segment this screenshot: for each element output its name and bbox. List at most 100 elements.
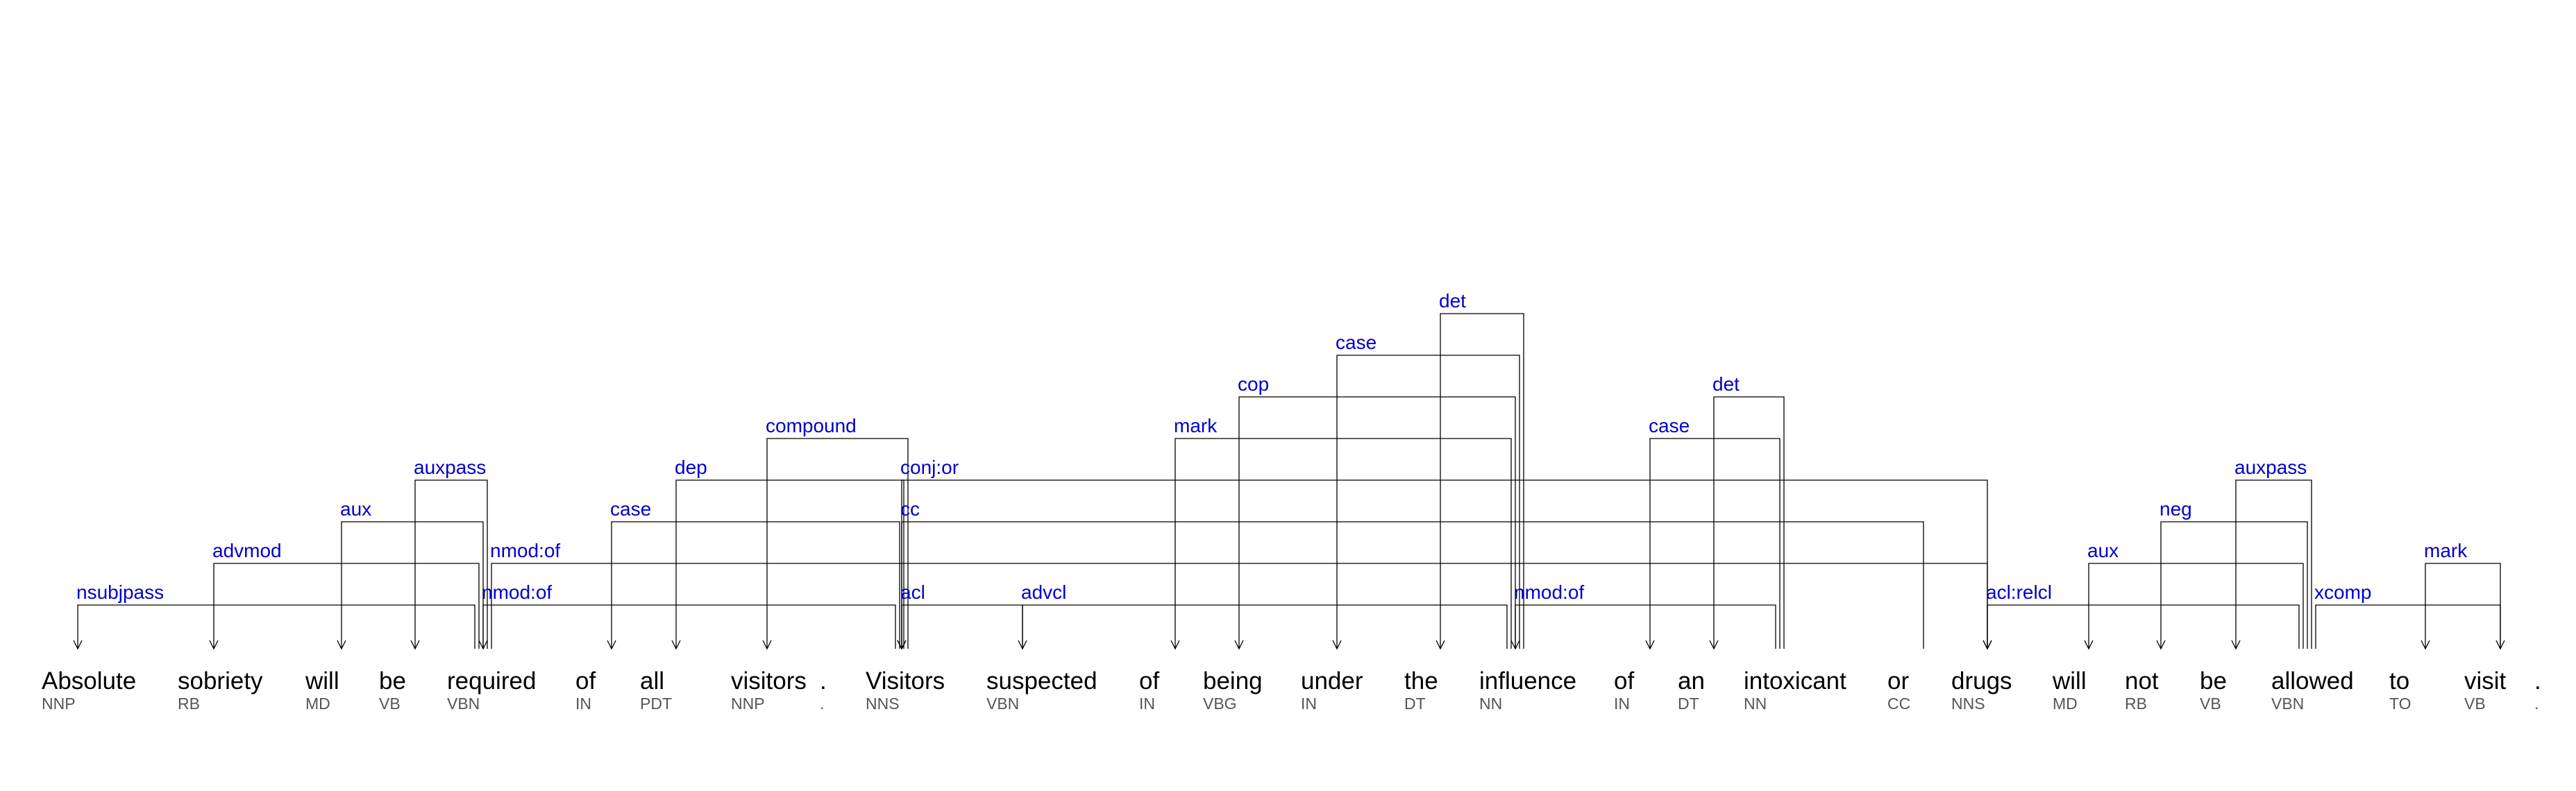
dependency-label: acl:relcl bbox=[1986, 581, 2052, 603]
arrowhead-icon bbox=[1170, 640, 1180, 650]
dependency-arc bbox=[1336, 355, 1520, 649]
dependency-arc bbox=[1515, 604, 1776, 649]
token-pos-tag: DT bbox=[1678, 695, 1699, 713]
dependency-arc bbox=[77, 604, 475, 649]
arrowhead-icon bbox=[1332, 640, 1342, 650]
dependency-arc bbox=[2315, 604, 2501, 649]
dependency-label: auxpass bbox=[2234, 457, 2307, 478]
token-word: being bbox=[1203, 667, 1263, 695]
token-pos-tag: NN bbox=[1744, 695, 1767, 713]
dependency-arc bbox=[2425, 563, 2501, 649]
token-word: will bbox=[2052, 667, 2087, 695]
dependency-label: xcomp bbox=[2314, 581, 2371, 603]
dependency-label: aux bbox=[2087, 540, 2119, 561]
dependency-labels: nsubjpass advmod aux auxpass nmod:of nmod:of c… bbox=[76, 290, 2468, 603]
dependency-arc bbox=[766, 438, 909, 649]
arrowhead-icon bbox=[2156, 640, 2166, 650]
token-pos-tag: IN bbox=[1301, 695, 1317, 713]
token-word: suspected bbox=[986, 667, 1097, 695]
token-word: to bbox=[2389, 667, 2409, 695]
token-word: an bbox=[1678, 667, 1705, 695]
token-word: will bbox=[305, 667, 339, 695]
token-word: required bbox=[447, 667, 536, 695]
token-word: influence bbox=[1479, 667, 1576, 695]
token-pos-tag: CC bbox=[1887, 695, 1910, 713]
dependency-label: conj:or bbox=[900, 457, 959, 478]
arrowhead-icon bbox=[1436, 640, 1445, 650]
dependency-arc bbox=[1022, 604, 1508, 649]
token-pos-tag: VB bbox=[2464, 695, 2486, 713]
token-word: be bbox=[379, 667, 406, 695]
arrowhead-icon bbox=[478, 640, 488, 650]
dependency-arc bbox=[1649, 438, 1781, 649]
dependency-arc bbox=[1440, 313, 1524, 649]
dependency-label: compound bbox=[766, 415, 857, 436]
token-pos-tag: NN bbox=[1479, 695, 1502, 713]
token-pos-tag: VBN bbox=[2271, 695, 2304, 713]
dependency-label: det bbox=[1439, 290, 1466, 312]
token-pos-tag: TO bbox=[2389, 695, 2411, 713]
arrowhead-icon bbox=[762, 640, 772, 650]
dependency-arc bbox=[213, 563, 480, 649]
token-word: of bbox=[575, 667, 596, 695]
dependency-label: neg bbox=[2160, 498, 2192, 520]
dependency-label: mark bbox=[1174, 415, 1218, 436]
dependency-label: nmod:of bbox=[490, 540, 560, 561]
token-word: intoxicant bbox=[1744, 667, 1846, 695]
dependency-arc bbox=[1238, 396, 1516, 649]
token-pos-tag: VBG bbox=[1203, 695, 1237, 713]
dependency-arc bbox=[901, 479, 1988, 649]
dependency-label: advmod bbox=[212, 540, 282, 561]
arrowhead-icon bbox=[1234, 640, 1244, 650]
dependency-label: case bbox=[610, 498, 651, 520]
token-pos-tag: MD bbox=[2053, 695, 2078, 713]
token-word: sobriety bbox=[178, 667, 263, 695]
dependency-label: nsubjpass bbox=[76, 581, 164, 603]
dependency-label: advcl bbox=[1021, 581, 1066, 603]
dependency-label: case bbox=[1649, 415, 1690, 436]
token-pos-tag: NNS bbox=[866, 695, 900, 713]
token-pos-tag: NNP bbox=[731, 695, 765, 713]
arrowhead-icon bbox=[2421, 640, 2430, 650]
token-word: all bbox=[640, 667, 664, 695]
token-word: drugs bbox=[1951, 667, 2012, 695]
token-pos-tag: RB bbox=[178, 695, 200, 713]
dependency-arc bbox=[482, 604, 896, 649]
token-word: of bbox=[1139, 667, 1159, 695]
token-pos-tag: IN bbox=[1139, 695, 1155, 713]
dependency-label: nmod:of bbox=[1514, 581, 1584, 603]
token-pos-tag: VBN bbox=[986, 695, 1019, 713]
token-word: of bbox=[1614, 667, 1634, 695]
token-pos-tag: IN bbox=[575, 695, 591, 713]
arrowhead-icon bbox=[671, 640, 681, 650]
dependency-arcs bbox=[73, 313, 2505, 650]
arrowhead-icon bbox=[607, 640, 616, 650]
token-word: the bbox=[1404, 667, 1438, 695]
dependency-arc bbox=[414, 479, 488, 649]
arrowhead-icon bbox=[209, 640, 219, 650]
token-pos-tag: RB bbox=[2125, 695, 2147, 713]
token-pos-tag: . bbox=[820, 695, 824, 713]
dependency-label: acl bbox=[900, 581, 925, 603]
dependency-label: mark bbox=[2424, 540, 2468, 561]
arrowhead-icon bbox=[1018, 640, 1027, 650]
dependency-arc bbox=[1175, 438, 1512, 649]
token-pos-tag: NNP bbox=[42, 695, 76, 713]
arrowhead-icon bbox=[410, 640, 420, 650]
token-word: or bbox=[1887, 667, 1909, 695]
dependency-arc bbox=[341, 521, 484, 649]
dependency-label: nmod:of bbox=[482, 581, 552, 603]
dependency-label: aux bbox=[340, 498, 371, 520]
token-pos-tag: VB bbox=[379, 695, 401, 713]
token-word: under bbox=[1301, 667, 1363, 695]
dependency-arc bbox=[2235, 479, 2312, 649]
token-pos-tag: VB bbox=[2200, 695, 2221, 713]
dependency-arc bbox=[675, 479, 904, 649]
arrowhead-icon bbox=[1510, 640, 1520, 650]
token-word: visit bbox=[2464, 667, 2507, 695]
token-word: allowed bbox=[2271, 667, 2354, 695]
dependency-label: auxpass bbox=[414, 457, 486, 478]
token-word: be bbox=[2200, 667, 2227, 695]
dependency-arc bbox=[901, 604, 1023, 649]
